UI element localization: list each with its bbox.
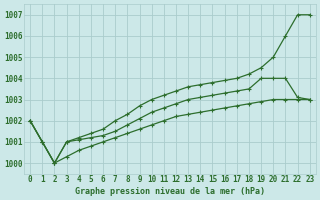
X-axis label: Graphe pression niveau de la mer (hPa): Graphe pression niveau de la mer (hPa) — [75, 187, 265, 196]
